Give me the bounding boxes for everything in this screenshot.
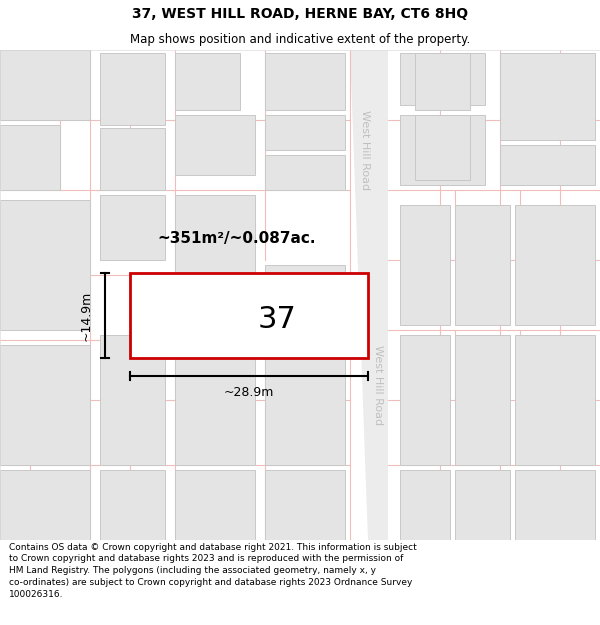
Bar xyxy=(265,470,345,540)
Bar xyxy=(415,115,470,180)
Text: 37, WEST HILL ROAD, HERNE BAY, CT6 8HQ: 37, WEST HILL ROAD, HERNE BAY, CT6 8HQ xyxy=(132,7,468,21)
Bar xyxy=(175,470,255,540)
Bar xyxy=(400,470,450,540)
Bar xyxy=(175,53,240,110)
Polygon shape xyxy=(350,50,388,540)
Bar xyxy=(0,345,90,465)
Bar xyxy=(500,145,595,185)
Bar xyxy=(400,335,450,465)
Bar xyxy=(265,265,345,325)
Bar xyxy=(415,53,470,110)
Text: ~14.9m: ~14.9m xyxy=(80,291,93,341)
Bar xyxy=(400,53,485,105)
Text: Contains OS data © Crown copyright and database right 2021. This information is : Contains OS data © Crown copyright and d… xyxy=(9,542,417,599)
Bar xyxy=(515,205,595,325)
Bar xyxy=(130,273,368,358)
Text: West Hill Road: West Hill Road xyxy=(373,345,383,425)
Bar xyxy=(265,115,345,150)
Bar xyxy=(100,53,165,125)
Bar xyxy=(265,53,345,110)
Bar xyxy=(265,335,345,465)
Bar xyxy=(0,50,90,120)
Text: ~351m²/~0.087ac.: ~351m²/~0.087ac. xyxy=(158,231,316,246)
Text: 37: 37 xyxy=(258,305,297,334)
Bar xyxy=(100,335,165,465)
Bar xyxy=(100,128,165,190)
Bar xyxy=(265,155,345,190)
Bar xyxy=(515,470,595,540)
Bar xyxy=(400,115,485,185)
Bar xyxy=(455,335,510,465)
Bar xyxy=(0,470,90,540)
Text: Map shows position and indicative extent of the property.: Map shows position and indicative extent… xyxy=(130,32,470,46)
Bar xyxy=(0,125,60,190)
Bar xyxy=(0,200,90,330)
Bar xyxy=(175,195,255,325)
Bar xyxy=(455,470,510,540)
Bar xyxy=(500,53,595,140)
Bar xyxy=(175,115,255,175)
Bar xyxy=(455,205,510,325)
Bar xyxy=(100,195,165,260)
Text: West Hill Road: West Hill Road xyxy=(360,110,370,190)
Bar xyxy=(100,470,165,540)
Bar xyxy=(515,335,595,465)
Bar xyxy=(175,335,255,465)
Text: ~28.9m: ~28.9m xyxy=(224,386,274,399)
Bar xyxy=(400,205,450,325)
